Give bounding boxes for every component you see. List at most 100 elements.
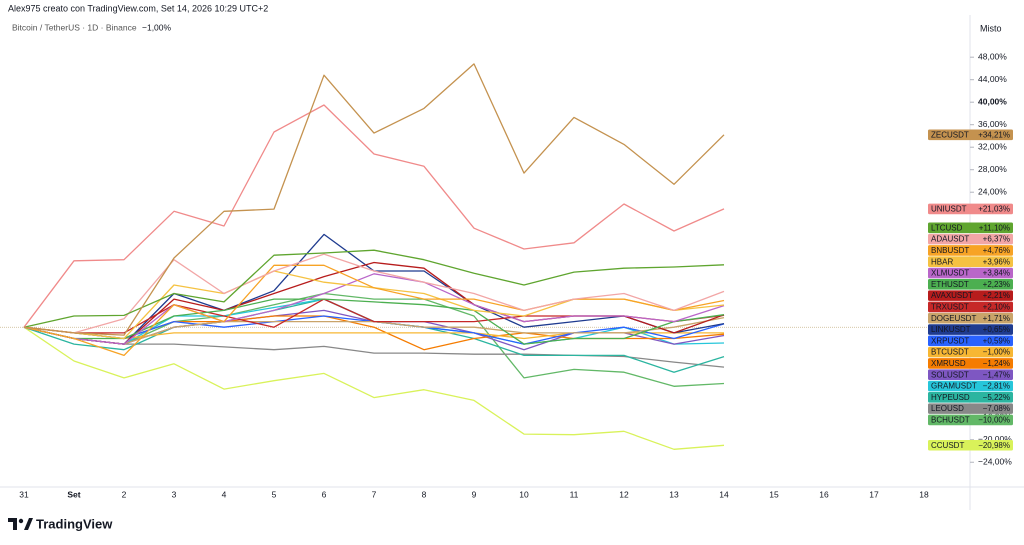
- legend-entry: HYPEUSD: [931, 393, 970, 402]
- value-label: −1,00%: [983, 348, 1010, 357]
- price-change: −1,00%: [142, 22, 172, 32]
- brand-logo: TradingView: [8, 516, 113, 531]
- logo-dot: [18, 518, 24, 524]
- value-label: +0,65%: [983, 325, 1010, 334]
- price-label-box: [928, 203, 1013, 215]
- value-label: −10,00%: [978, 416, 1010, 425]
- x-tick-label: 11: [570, 489, 579, 499]
- x-tick-label: 18: [919, 489, 929, 499]
- price-label: XMRUSD −1,24%: [928, 358, 1013, 369]
- legend-entry: DOGEUSDT: [931, 314, 976, 323]
- price-label-box: [928, 290, 1013, 301]
- price-label: GRAMUSDT −2,81%: [928, 380, 1013, 392]
- price-label-box: [928, 346, 1013, 358]
- price-label-box: [928, 222, 1013, 234]
- series-line: [23, 249, 725, 328]
- value-label: +21,03%: [978, 205, 1010, 214]
- series-line: [23, 63, 725, 336]
- value-label: +0,59%: [983, 336, 1010, 345]
- price-label-box: [928, 358, 1013, 369]
- y-tick-label: 32,00%: [978, 141, 1007, 151]
- price-label-box: [928, 129, 1013, 141]
- x-tick-label: 8: [422, 489, 427, 499]
- price-label-box: [928, 301, 1013, 313]
- legend-entry: SOLUSDT: [931, 370, 969, 379]
- legend-entry: UNIUSDT: [931, 205, 967, 214]
- price-label-box: [928, 279, 1013, 290]
- legend-entry: HBAR: [931, 257, 953, 266]
- legend-entry: LINKUSDT: [931, 325, 971, 334]
- price-label-box: [928, 403, 1013, 414]
- legend-entry: XRPUSDT: [931, 336, 969, 345]
- scale-mode: Misto: [980, 23, 1002, 33]
- value-label: +4,76%: [983, 246, 1010, 255]
- y-tick-label: 36,00%: [978, 119, 1007, 129]
- x-tick-label: Set: [67, 489, 80, 499]
- price-label: LINKUSDT +0,65%: [928, 324, 1013, 335]
- series-line: [23, 326, 725, 450]
- price-label-box: [928, 233, 1013, 245]
- x-tick-label: 14: [719, 489, 729, 499]
- price-label: ZECUSDT +34,21%: [928, 129, 1013, 141]
- legend-entry: TRXUSDT: [931, 303, 969, 312]
- legend-entry: ETHUSDT: [931, 280, 969, 289]
- price-label: HBAR +3,96%: [928, 256, 1013, 268]
- logo-mark: [8, 518, 17, 530]
- price-label: BCHUSDT −10,00%: [928, 414, 1013, 426]
- legend-entry: BNBUSDT: [931, 246, 969, 255]
- price-label: SOLUSDT −1,47%: [928, 369, 1013, 381]
- price-label: DOGEUSDT +1,71%: [928, 312, 1013, 324]
- y-tick-label: 40,00%: [978, 96, 1007, 106]
- value-label: −5,22%: [983, 393, 1010, 402]
- price-label-box: [928, 256, 1013, 268]
- price-label-box: [928, 245, 1013, 256]
- price-label-box: [928, 324, 1013, 335]
- legend-entry: BCHUSDT: [931, 416, 970, 425]
- x-tick-label: 10: [519, 489, 529, 499]
- value-label: +3,84%: [983, 269, 1010, 278]
- series-line: [23, 326, 725, 368]
- x-tick-label: 2: [122, 489, 127, 499]
- price-label: UNIUSDT +21,03%: [928, 203, 1013, 215]
- logo-slash: [24, 518, 33, 530]
- legend-entry: CCUSDT: [931, 441, 964, 450]
- value-label: +2,21%: [983, 291, 1010, 300]
- x-tick-label: 3: [172, 489, 177, 499]
- legend-entry: ADAUSDT: [931, 235, 969, 244]
- legend-entry: XMRUSD: [931, 359, 966, 368]
- price-label-box: [928, 380, 1013, 392]
- series-line: [23, 273, 725, 345]
- price-label-box: [928, 414, 1013, 426]
- value-label: −1,24%: [983, 359, 1010, 368]
- legend-entry: ZECUSDT: [931, 130, 969, 139]
- series-line: [23, 104, 725, 328]
- value-label: +1,71%: [983, 314, 1010, 323]
- y-tick-label: 44,00%: [978, 74, 1007, 84]
- chart-title: Bitcoin / TetherUS · 1D · Binance: [12, 22, 137, 32]
- x-tick-label: 7: [372, 489, 377, 499]
- price-label-box: [928, 439, 1013, 451]
- legend-entry: LTCUSD: [931, 223, 963, 232]
- price-label: AVAXUSDT +2,21%: [928, 290, 1013, 301]
- price-label: CCUSDT −20,98%: [928, 439, 1013, 451]
- legend-entry: XLMUSDT: [931, 269, 969, 278]
- series-line: [23, 264, 725, 357]
- price-label: ADAUSDT +6,37%: [928, 233, 1013, 245]
- value-label: −1,47%: [983, 370, 1010, 379]
- price-label-box: [928, 392, 1013, 403]
- x-tick-label: 9: [472, 489, 477, 499]
- price-label: XLMUSDT +3,84%: [928, 267, 1013, 279]
- price-label-box: [928, 312, 1013, 324]
- x-tick-label: 6: [322, 489, 327, 499]
- price-label: TRXUSDT +2,10%: [928, 301, 1013, 313]
- x-tick-label: 13: [669, 489, 679, 499]
- y-tick-label: −20,00%: [978, 434, 1012, 444]
- legend-entry: LEOUSD: [931, 404, 964, 413]
- value-label: −2,81%: [983, 382, 1010, 391]
- price-label: LTCUSD +11,10%: [928, 222, 1013, 234]
- value-label: +11,10%: [979, 223, 1010, 232]
- legend-entry: BTCUSDT: [931, 348, 969, 357]
